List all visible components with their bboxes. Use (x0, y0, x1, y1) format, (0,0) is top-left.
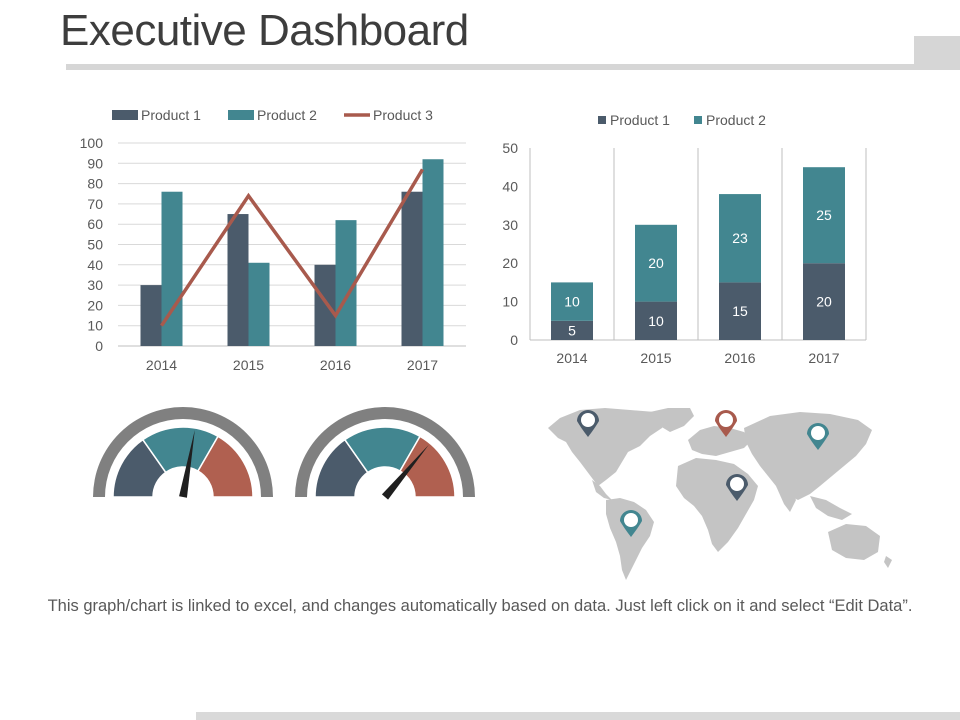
map-pin-icon (807, 423, 829, 450)
map-greenland (650, 408, 694, 432)
map-pin-center (730, 477, 744, 491)
map-pin-center (811, 426, 825, 440)
chart1-ytick-label: 90 (87, 155, 103, 171)
chart1-ytick-label: 30 (87, 277, 103, 293)
chart1-bar-2 (422, 159, 444, 346)
footer-note: This graph/chart is linked to excel, and… (47, 597, 913, 615)
chart1-legend-swatch (112, 110, 138, 120)
chart2-bar-segment-1 (803, 263, 845, 340)
map-southeast-asia (810, 496, 852, 520)
chart2-xtick-label: 2017 (808, 350, 839, 366)
chart1-bar-1 (314, 264, 336, 346)
chart2-data-label: 23 (732, 230, 748, 246)
chart2-legend-label: Product 2 (706, 112, 766, 128)
map-pins (577, 410, 829, 537)
chart1-legend-label: Product 3 (373, 107, 433, 123)
chart2-data-label: 10 (564, 294, 580, 310)
map-australia (828, 524, 880, 560)
chart1-legend-label: Product 2 (257, 107, 317, 123)
map-new-zealand (884, 556, 892, 568)
chart2-bar-segment-2 (803, 167, 845, 264)
map-asia (744, 412, 872, 500)
chart2-data-label: 20 (816, 294, 832, 310)
gauge-1-outer-arc (93, 407, 273, 497)
chart2-legend-label: Product 1 (610, 112, 670, 128)
chart1-bar-1 (401, 191, 423, 346)
title-accent-block (914, 36, 960, 70)
gauge-2-outer-arc (295, 407, 475, 497)
chart2-xtick-label: 2014 (556, 350, 587, 366)
map-south-america (606, 498, 654, 580)
chart2-ytick-label: 40 (502, 178, 518, 194)
chart1-xtick-label: 2014 (146, 357, 177, 373)
gauge-1-needle (179, 430, 195, 498)
page-title: Executive Dashboard (60, 6, 469, 55)
map-north-america (548, 408, 668, 486)
chart1-ytick-label: 20 (87, 297, 103, 313)
chart2-data-label: 20 (648, 255, 664, 271)
gauge-2-segment (398, 435, 456, 498)
chart2-ytick-label: 50 (502, 140, 518, 156)
map-pin-center (719, 413, 733, 427)
chart1-xtick-label: 2017 (407, 357, 438, 373)
map-europe (688, 426, 752, 456)
chart2-bar-segment-1 (719, 282, 761, 340)
chart2-bar-segment-1 (551, 320, 593, 340)
map-pin-center (624, 513, 638, 527)
chart1-bar-2 (248, 262, 270, 346)
chart2-data-label: 15 (732, 303, 748, 319)
chart2-data-label: 25 (816, 207, 832, 223)
chart1-bar-2 (161, 191, 183, 346)
chart2-legend-swatch (694, 116, 702, 124)
gauge-2-needle (381, 444, 429, 500)
chart1-bar-2 (335, 220, 357, 346)
chart2-legend-swatch (598, 116, 606, 124)
chart1-legend-label: Product 1 (141, 107, 201, 123)
map-africa (676, 458, 758, 552)
chart1-xtick-label: 2016 (320, 357, 351, 373)
chart2-xtick-label: 2016 (724, 350, 755, 366)
chart2-ytick-label: 20 (502, 255, 518, 271)
chart1-ytick-label: 100 (80, 135, 104, 151)
chart2-data-label: 10 (648, 313, 664, 329)
gauge-1-segment (196, 435, 254, 498)
chart2-ytick-label: 10 (502, 294, 518, 310)
map-pin-center (581, 413, 595, 427)
chart1-ytick-label: 60 (87, 216, 103, 232)
map-pin-icon (620, 510, 642, 537)
map-central-america (592, 480, 612, 500)
chart1-ytick-label: 0 (95, 338, 103, 354)
map-india (776, 486, 796, 512)
chart1-legend-swatch (228, 110, 254, 120)
chart2-bar-segment-2 (551, 282, 593, 321)
chart1-line-product-3 (160, 168, 425, 327)
bottom-rule (196, 712, 960, 720)
chart2-ytick-label: 0 (510, 332, 518, 348)
map-pin-icon (715, 410, 737, 437)
chart1-xtick-label: 2015 (233, 357, 264, 373)
chart1-bar-1 (227, 214, 249, 346)
chart2-ytick-label: 30 (502, 217, 518, 233)
chart2-bar-segment-1 (635, 301, 677, 340)
chart1-bar-1 (140, 285, 162, 346)
map-continents (548, 408, 892, 580)
chart2-xtick-label: 2015 (640, 350, 671, 366)
map-pin-icon (726, 474, 748, 501)
chart2-data-label: 5 (568, 322, 576, 338)
chart1-ytick-label: 80 (87, 176, 103, 192)
chart1-ytick-label: 40 (87, 257, 103, 273)
chart1-ytick-label: 70 (87, 196, 103, 212)
map-pin-icon (577, 410, 599, 437)
title-rule (66, 64, 960, 70)
chart1-ytick-label: 10 (87, 318, 103, 334)
chart2-bar-segment-2 (719, 194, 761, 283)
chart1-ytick-label: 50 (87, 237, 103, 253)
chart2-bar-segment-2 (635, 224, 677, 302)
